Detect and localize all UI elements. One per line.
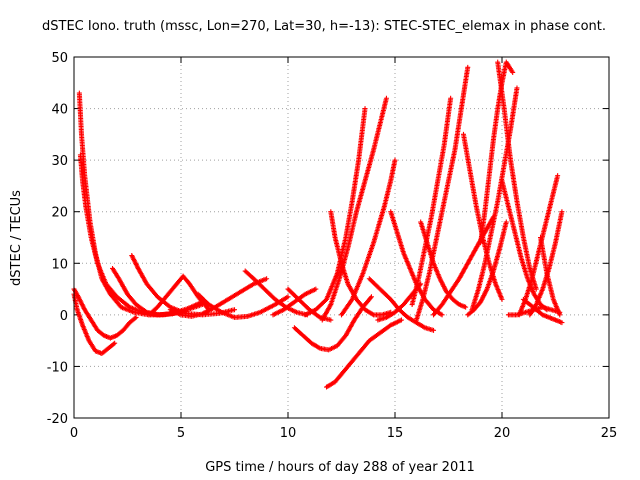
y-tick-label: 20: [51, 206, 68, 221]
y-tick-label: 30: [51, 154, 68, 169]
tick-labels: 0 5 10 15 20 25 -20 -10 0 10 20 30 40 50: [47, 51, 618, 441]
data-point: [559, 209, 565, 215]
data-point: [232, 307, 237, 313]
data-point: [465, 64, 471, 70]
data-point: [392, 157, 398, 163]
data-point: [431, 327, 437, 333]
x-tick-label: 25: [601, 426, 618, 441]
y-tick-label: -20: [47, 412, 68, 427]
data-point: [328, 317, 334, 323]
data-point: [510, 69, 516, 75]
data-point: [111, 341, 117, 347]
data-point: [555, 173, 561, 179]
y-tick-label: 40: [51, 103, 68, 118]
y-tick-label: 10: [51, 257, 68, 272]
y-tick-label: 50: [51, 51, 68, 66]
data-point: [285, 294, 291, 300]
data-point: [133, 314, 139, 320]
x-axis-label: GPS time / hours of day 288 of year 2011: [205, 460, 475, 475]
data-point: [533, 286, 539, 292]
data-point: [439, 312, 445, 318]
data-point: [362, 106, 368, 112]
y-axis-label: dSTEC / TECUs: [9, 190, 24, 286]
plot-frame: [73, 56, 610, 419]
data-points: [71, 59, 565, 390]
data-point: [499, 296, 505, 302]
y-tick-label: 0: [60, 309, 68, 324]
data-point: [557, 312, 563, 318]
data-point: [112, 340, 118, 346]
data-point: [514, 85, 520, 91]
x-tick-label: 15: [387, 426, 404, 441]
data-point: [503, 219, 509, 225]
data-point: [264, 276, 270, 282]
chart-title: dSTEC Iono. truth (mssc, Lon=270, Lat=30…: [42, 19, 606, 34]
x-tick-label: 10: [280, 426, 297, 441]
data-point: [132, 315, 138, 321]
x-tick-label: 20: [494, 426, 511, 441]
y-tick-label: -10: [47, 360, 68, 375]
data-point: [559, 320, 565, 326]
data-point: [448, 95, 454, 101]
x-tick-label: 0: [70, 426, 78, 441]
x-tick-label: 5: [177, 426, 185, 441]
data-point: [418, 281, 424, 287]
data-point: [463, 304, 469, 310]
data-point: [313, 286, 319, 292]
data-point: [368, 294, 374, 300]
data-point: [398, 317, 404, 323]
data-point: [383, 95, 389, 101]
